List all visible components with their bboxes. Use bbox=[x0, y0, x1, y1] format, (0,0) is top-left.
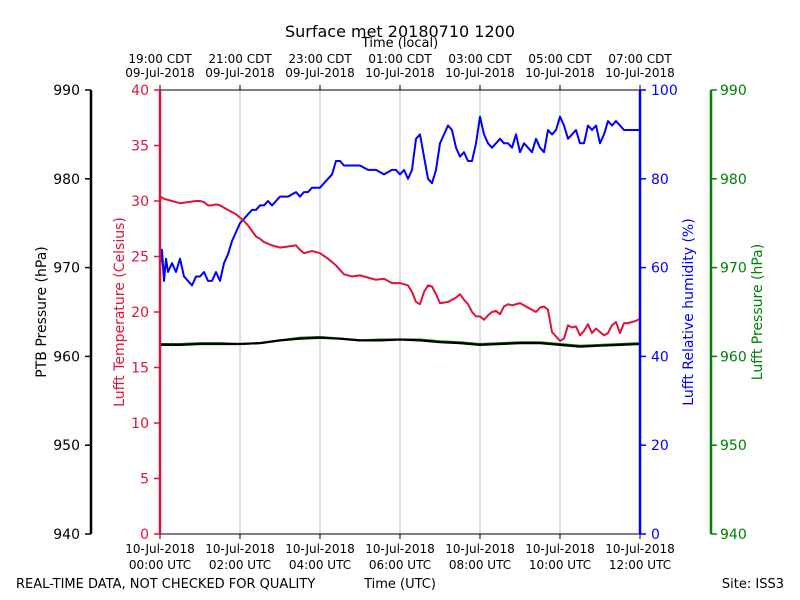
top-tick-label: 10-Jul-2018 bbox=[605, 66, 675, 80]
series-line-rh bbox=[159, 115, 640, 287]
lufft_p-tick-label: 980 bbox=[720, 172, 747, 188]
top-tick-label: 09-Jul-2018 bbox=[205, 66, 275, 80]
top-tick-label: 21:00 CDT bbox=[208, 52, 272, 66]
x-tick-label: 10-Jul-2018 bbox=[525, 542, 595, 556]
x-tick-label: 08:00 UTC bbox=[449, 558, 511, 572]
top-tick-label: 07:00 CDT bbox=[608, 52, 672, 66]
temp-tick-label: 15 bbox=[131, 361, 149, 377]
rh-tick-label: 60 bbox=[651, 261, 669, 277]
temp-tick-label: 25 bbox=[131, 250, 149, 266]
x-tick-label: 02:00 UTC bbox=[209, 558, 271, 572]
ptb-tick-label: 960 bbox=[53, 349, 80, 365]
rh-axis-label: Lufft Relative humidity (%) bbox=[681, 218, 697, 405]
x-tick-label: 10-Jul-2018 bbox=[205, 542, 275, 556]
x-tick-label: 12:00 UTC bbox=[609, 558, 671, 572]
ptb-tick-label: 950 bbox=[53, 438, 80, 454]
rh-tick-label: 40 bbox=[651, 349, 669, 365]
chart-title: Surface met 20180710 1200 bbox=[285, 22, 515, 41]
lufft_p-axis-label: Lufft Pressure (hPa) bbox=[750, 244, 766, 380]
series-line-temp bbox=[159, 195, 641, 342]
top-axis-label: Time (local) bbox=[361, 36, 438, 51]
series-layer bbox=[159, 115, 641, 348]
rh-tick-label: 0 bbox=[651, 527, 660, 543]
x-tick-label: 10-Jul-2018 bbox=[125, 542, 195, 556]
temp-tick-label: 0 bbox=[140, 527, 149, 543]
top-tick-label: 23:00 CDT bbox=[288, 52, 352, 66]
x-tick-label: 10-Jul-2018 bbox=[605, 542, 675, 556]
temp-tick-label: 35 bbox=[131, 139, 149, 155]
ptb-tick-label: 940 bbox=[53, 527, 80, 543]
top-tick-label: 01:00 CDT bbox=[368, 52, 432, 66]
x-tick-label: 10-Jul-2018 bbox=[285, 542, 355, 556]
rh-tick-label: 100 bbox=[651, 83, 678, 99]
x-tick-label: 10-Jul-2018 bbox=[365, 542, 435, 556]
x-axis-label: Time (UTC) bbox=[363, 577, 436, 592]
top-tick-label: 05:00 CDT bbox=[528, 52, 592, 66]
temp-tick-label: 20 bbox=[131, 305, 149, 321]
lufft_p-tick-label: 950 bbox=[720, 438, 747, 454]
top-tick-label: 03:00 CDT bbox=[448, 52, 512, 66]
top-tick-label: 19:00 CDT bbox=[128, 52, 192, 66]
lufft_p-tick-label: 960 bbox=[720, 349, 747, 365]
top-tick-label: 09-Jul-2018 bbox=[285, 66, 355, 80]
ptb-tick-label: 980 bbox=[53, 172, 80, 188]
ptb-tick-label: 970 bbox=[53, 261, 80, 277]
top-tick-label: 10-Jul-2018 bbox=[525, 66, 595, 80]
ptb-tick-label: 990 bbox=[53, 83, 80, 99]
grid-layer bbox=[239, 90, 561, 534]
temp-tick-label: 5 bbox=[140, 472, 149, 488]
top-tick-label: 10-Jul-2018 bbox=[365, 66, 435, 80]
x-tick-label: 06:00 UTC bbox=[369, 558, 431, 572]
site-label: Site: ISS3 bbox=[722, 577, 784, 592]
series-line-ptb bbox=[160, 336, 641, 348]
lufft_p-tick-label: 990 bbox=[720, 83, 747, 99]
rh-tick-label: 80 bbox=[651, 172, 669, 188]
ptb-axis-label: PTB Pressure (hPa) bbox=[34, 246, 50, 377]
quality-disclaimer: REAL-TIME DATA, NOT CHECKED FOR QUALITY bbox=[16, 577, 315, 592]
temp-tick-label: 10 bbox=[131, 416, 149, 432]
lufft_p-tick-label: 940 bbox=[720, 527, 747, 543]
lufft_p-tick-label: 970 bbox=[720, 261, 747, 277]
x-tick-label: 10-Jul-2018 bbox=[445, 542, 515, 556]
x-tick-label: 10:00 UTC bbox=[529, 558, 591, 572]
temp-tick-label: 30 bbox=[131, 194, 149, 210]
top-tick-label: 10-Jul-2018 bbox=[445, 66, 515, 80]
x-tick-label: 00:00 UTC bbox=[129, 558, 191, 572]
x-tick-label: 04:00 UTC bbox=[289, 558, 351, 572]
top-tick-label: 09-Jul-2018 bbox=[125, 66, 195, 80]
axes-layer: 10-Jul-2018 00:00 UTC 10-Jul-2018 02:00 UTC… bbox=[34, 52, 766, 572]
rh-tick-label: 20 bbox=[651, 438, 669, 454]
temp-axis-label: Lufft Temperature (Celsius) bbox=[112, 217, 128, 407]
temp-tick-label: 40 bbox=[131, 83, 149, 99]
